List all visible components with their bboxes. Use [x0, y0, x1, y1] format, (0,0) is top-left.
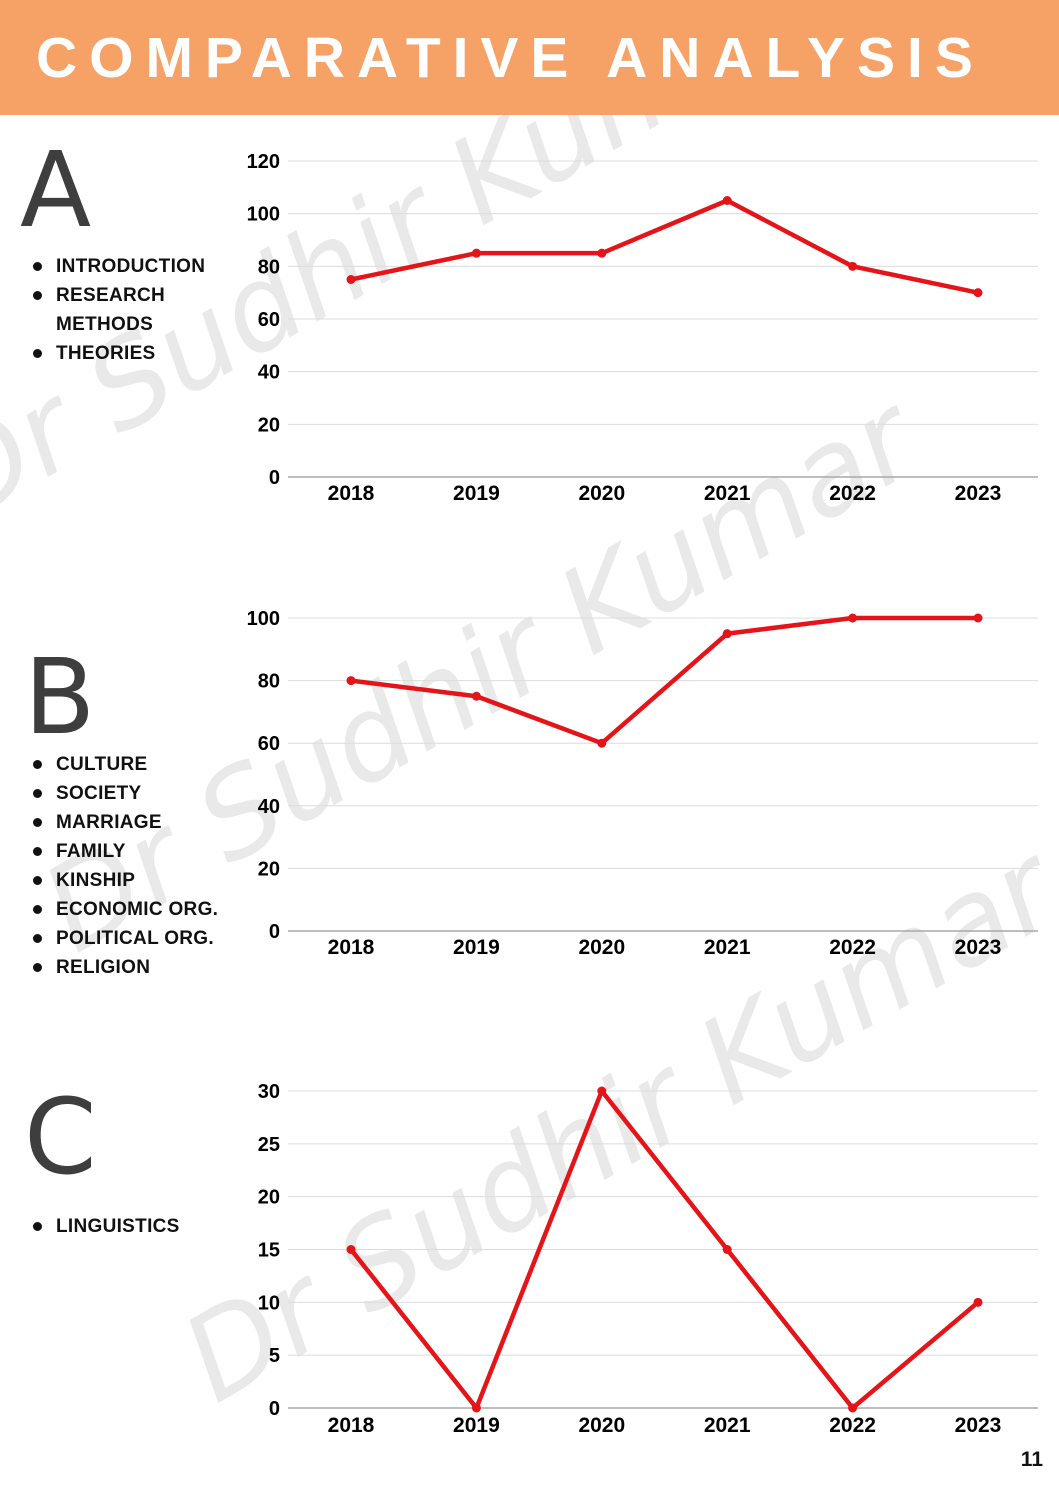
x-tick-label: 2021: [704, 936, 751, 959]
x-tick-label: 2018: [328, 936, 375, 959]
list-item: KINSHIP: [28, 866, 243, 895]
y-tick-label: 40: [258, 796, 280, 818]
data-point: [848, 613, 858, 623]
y-tick-label: 5: [269, 1345, 280, 1367]
x-tick-label: 2022: [829, 482, 876, 505]
x-tick-label: 2020: [578, 1414, 625, 1437]
data-point: [848, 261, 858, 271]
section-c-topic-list: LINGUISTICS: [28, 1212, 243, 1241]
list-item: ECONOMIC ORG.: [28, 895, 243, 924]
y-tick-label: 30: [258, 1081, 280, 1103]
x-tick-label: 2019: [453, 1414, 500, 1437]
line-chart-section-c: 0 5 10 15 20 25 30 2018 2019 2020 2021 2022 2023: [232, 1076, 1040, 1448]
y-tick-label: 60: [258, 733, 280, 755]
x-tick-label: 2021: [704, 482, 751, 505]
x-tick-label: 2018: [328, 1414, 375, 1437]
y-tick-label: 25: [258, 1134, 280, 1156]
list-item: MARRIAGE: [28, 808, 243, 837]
data-point: [848, 1403, 858, 1413]
data-point: [346, 1245, 356, 1254]
x-tick-label: 2018: [328, 482, 375, 505]
x-tick-label: 2020: [578, 482, 625, 505]
data-point: [471, 248, 481, 258]
x-tick-label: 2019: [453, 482, 500, 505]
data-point: [471, 1403, 481, 1413]
section-letter-b: B: [24, 636, 96, 758]
trend-line: [348, 1088, 981, 1411]
x-tick-label: 2023: [955, 482, 1002, 505]
list-item: FAMILY: [28, 837, 243, 866]
x-tick-label: 2019: [453, 936, 500, 959]
y-tick-label: 20: [258, 414, 280, 436]
y-tick-label: 0: [269, 467, 280, 489]
data-point: [973, 1297, 983, 1307]
section-a-topic-list: INTRODUCTION RESEARCH METHODS THEORIES: [28, 252, 206, 368]
data-point: [346, 676, 356, 686]
chart-canvas: 0 5 10 15 20 25 30 2018 2019 2020 2021 2022 2023: [258, 1081, 1038, 1437]
y-tick-label: 0: [269, 921, 280, 943]
y-tick-label: 120: [247, 151, 280, 173]
trend-line: [348, 615, 981, 746]
list-item: THEORIES: [28, 339, 206, 368]
data-point: [722, 196, 732, 205]
chart-canvas: 0 20 40 60 80 100 2018 2019 2020 2021 2022 2023: [247, 608, 1038, 959]
y-tick-label: 10: [258, 1292, 280, 1314]
trend-line: [348, 198, 981, 295]
x-tick-label: 2022: [829, 936, 876, 959]
list-item: SOCIETY: [28, 779, 243, 808]
line-chart-section-b: 0 20 40 60 80 100 2018 2019 2020 2021 2022 2023: [232, 600, 1040, 972]
y-tick-label: 100: [247, 204, 280, 226]
page-number: 11: [1020, 1448, 1043, 1471]
data-point: [597, 248, 607, 258]
y-tick-label: 0: [269, 1398, 280, 1420]
x-tick-label: 2023: [955, 936, 1002, 959]
list-item: RELIGION: [28, 953, 243, 982]
data-point: [597, 738, 607, 748]
data-point: [722, 1245, 732, 1254]
y-tick-label: 15: [258, 1240, 280, 1262]
data-point: [346, 275, 356, 284]
line-chart-section-a: 0 20 40 60 80 100 120 2018 2019 2020 2021 2022 2023: [232, 146, 1040, 518]
x-tick-label: 2020: [578, 936, 625, 959]
y-tick-label: 40: [258, 362, 280, 384]
y-tick-label: 20: [258, 1187, 280, 1209]
data-point: [973, 288, 983, 298]
list-item: POLITICAL ORG.: [28, 924, 243, 953]
list-item: CULTURE: [28, 750, 243, 779]
data-point: [722, 629, 732, 639]
x-tick-label: 2021: [704, 1414, 751, 1437]
y-tick-label: 100: [247, 608, 280, 630]
y-tick-label: 60: [258, 309, 280, 331]
list-item: INTRODUCTION: [28, 252, 206, 281]
section-b-topic-list: CULTURE SOCIETY MARRIAGE FAMILY KINSHIP ECONO…: [28, 750, 243, 982]
y-tick-label: 20: [258, 858, 280, 880]
section-letter-a: A: [20, 129, 92, 251]
page-header: COMPARATIVE ANALYSIS: [0, 0, 1059, 115]
page-title: COMPARATIVE ANALYSIS: [36, 25, 985, 90]
x-tick-label: 2022: [829, 1414, 876, 1437]
data-point: [597, 1086, 607, 1096]
data-point: [471, 691, 481, 701]
list-item: RESEARCH METHODS: [28, 281, 206, 339]
data-point: [973, 613, 983, 623]
section-letter-c: C: [24, 1076, 97, 1198]
list-item: LINGUISTICS: [28, 1212, 243, 1241]
y-tick-label: 80: [258, 671, 280, 693]
y-tick-label: 80: [258, 256, 280, 278]
chart-canvas: 0 20 40 60 80 100 120 2018 2019 2020 2021 2022 2023: [247, 151, 1038, 505]
x-tick-label: 2023: [955, 1414, 1002, 1437]
